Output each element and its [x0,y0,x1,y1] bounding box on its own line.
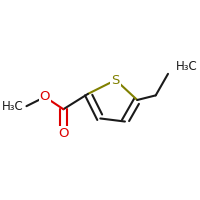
Text: O: O [58,127,69,140]
Text: H₃C: H₃C [2,100,23,113]
Text: H₃C: H₃C [176,60,197,73]
Text: O: O [40,90,50,103]
Text: S: S [112,74,120,87]
